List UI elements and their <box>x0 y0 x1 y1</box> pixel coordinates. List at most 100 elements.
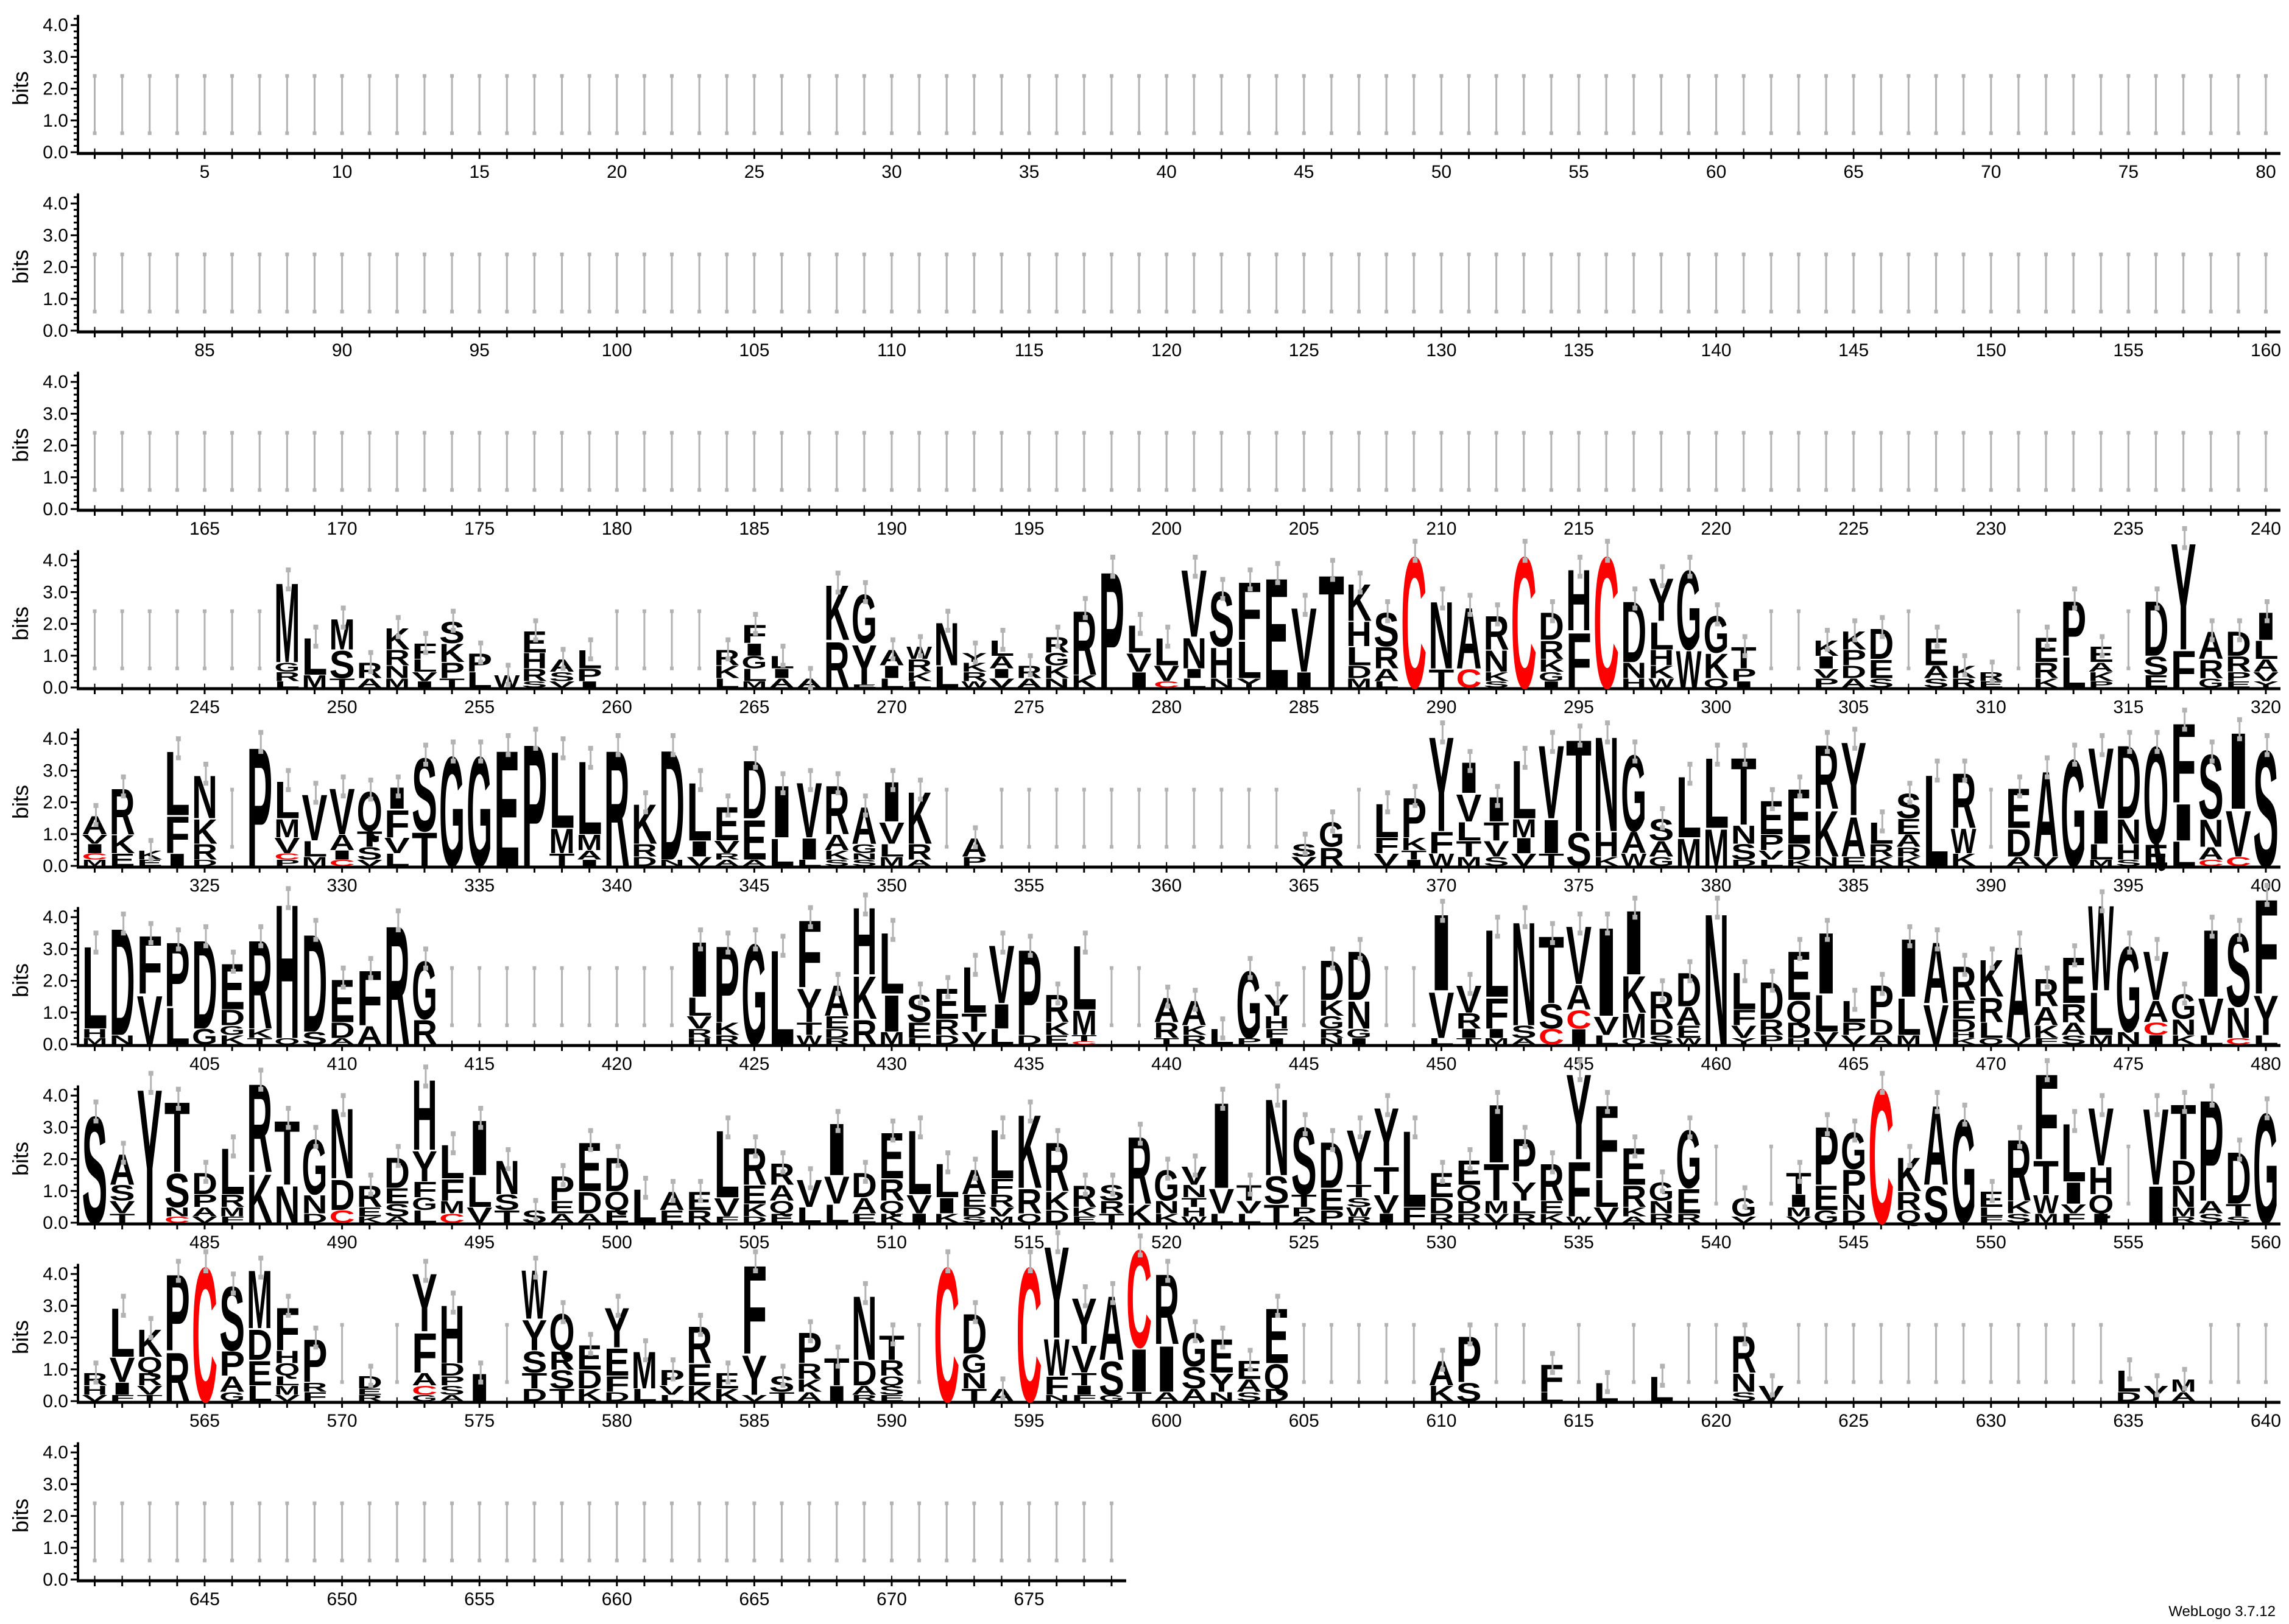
error-bar-cap <box>1137 309 1141 314</box>
stack-letter-V <box>2088 1090 2114 1183</box>
error-bar-cap <box>313 1144 319 1149</box>
letter-stack <box>521 625 548 690</box>
error-bar-cap <box>1247 1192 1253 1197</box>
error-bar-cap <box>2264 618 2270 624</box>
letter-stack <box>714 797 740 868</box>
error-bar-cap <box>2154 749 2160 754</box>
error-bar-cap <box>1796 666 1801 670</box>
error-bar-cap <box>1055 1147 1060 1152</box>
y-tick-label: 2.0 <box>43 1328 68 1348</box>
letter-stack <box>824 1108 850 1229</box>
stack-letter-L <box>82 921 108 1054</box>
letter-stack <box>439 724 465 900</box>
stack-letter-Y <box>1428 708 1455 860</box>
error-bar-cap <box>587 966 591 970</box>
error-bar-cap <box>1385 790 1391 795</box>
error-bar-cap <box>2154 586 2160 592</box>
stack-letter-I <box>769 770 795 854</box>
error-bar-cap <box>753 1134 758 1140</box>
error-bar-cap <box>1027 787 1031 792</box>
error-bar-cap <box>478 966 482 970</box>
error-bar-cap <box>367 488 372 492</box>
error-bar-cap <box>505 252 509 256</box>
error-bar-cap <box>1275 561 1280 566</box>
error-bar-cap <box>533 1217 538 1222</box>
x-tick-label: 115 <box>1015 340 1044 360</box>
stack-letter-L <box>274 770 300 830</box>
stack-letter-L <box>2061 1106 2087 1200</box>
error-bar-cap <box>2127 1357 2132 1363</box>
letter-stack <box>1538 605 1565 690</box>
error-bar-cap <box>753 1153 758 1159</box>
error-bar-cap <box>972 1558 976 1562</box>
letter-stack <box>714 1111 740 1225</box>
error-bar-cap <box>643 809 648 815</box>
x-tick-label: 15 <box>469 162 489 182</box>
error-bar-cap <box>1467 1322 1473 1327</box>
letter-stack <box>1154 1161 1180 1226</box>
error-bar-cap <box>1000 252 1004 256</box>
letter-stack <box>961 1302 987 1405</box>
error-bar-cap <box>1522 488 1526 492</box>
error-bar-cap <box>203 761 208 767</box>
x-tick-label: 630 <box>1976 1411 2006 1431</box>
letter-stack <box>521 1207 548 1227</box>
error-bar-cap <box>725 1134 731 1140</box>
error-bar-cap <box>2182 708 2187 713</box>
error-bar-cap <box>1330 946 1335 952</box>
error-bar-cap <box>1769 252 1773 256</box>
letter-stack <box>2198 1070 2224 1231</box>
error-bar-cap <box>1935 758 1940 764</box>
letter-stack <box>439 1135 465 1226</box>
x-tick-label: 100 <box>602 340 632 360</box>
error-bar-cap <box>340 793 346 799</box>
error-bar-cap <box>1961 431 1966 435</box>
error-bar-cap <box>1741 309 1746 314</box>
error-bar-cap <box>615 609 619 613</box>
stack-letter-Y <box>2170 510 2196 682</box>
stack-letter-C <box>1868 1049 1894 1264</box>
error-bar-cap <box>1549 488 1553 492</box>
letter-stack <box>1593 901 1620 1047</box>
error-bar-cap <box>1000 131 1004 135</box>
error-bar-cap <box>478 1106 484 1111</box>
error-bar-cap <box>1852 726 1858 732</box>
letter-stack <box>2252 605 2279 690</box>
error-bar-cap <box>1714 252 1718 256</box>
error-bar-cap <box>395 1163 401 1169</box>
error-bar-cap <box>2126 131 2131 135</box>
error-bar-cap <box>862 1159 868 1165</box>
error-bar-cap <box>2045 774 2050 779</box>
error-bar-cap <box>862 1501 866 1505</box>
letter-stack <box>1428 1353 1455 1406</box>
error-bar-cap <box>258 609 262 613</box>
stack-letter-A <box>2198 624 2224 668</box>
error-bar-cap <box>698 1179 704 1184</box>
error-bar-cap <box>533 618 538 624</box>
error-bar-cap <box>1879 252 1883 256</box>
error-bar-cap <box>312 309 317 314</box>
error-bar-cap <box>313 800 319 805</box>
stack-letter-E <box>1208 1329 1235 1383</box>
error-bar-cap <box>1824 488 1829 492</box>
error-bar-cap <box>422 252 426 256</box>
error-bar-cap <box>642 252 646 256</box>
error-bar-cap <box>698 787 704 792</box>
stack-letter-D <box>741 743 767 836</box>
error-bar-cap <box>1467 1341 1473 1347</box>
letter-stack <box>2170 1088 2196 1225</box>
error-bar-cap <box>93 666 97 670</box>
error-bar-cap <box>560 131 564 135</box>
error-bar-cap <box>890 768 895 773</box>
error-bar-cap <box>918 778 923 783</box>
error-bar-cap <box>890 637 895 642</box>
letter-stack <box>82 1084 108 1256</box>
error-bar-cap <box>1934 431 1938 435</box>
error-bar-cap <box>560 966 564 970</box>
error-bar-cap <box>1687 1115 1693 1120</box>
error-bar-cap <box>1659 309 1663 314</box>
error-bar-cap <box>505 1380 509 1384</box>
letter-stack <box>1071 926 1098 1046</box>
letter-stack <box>576 645 602 690</box>
